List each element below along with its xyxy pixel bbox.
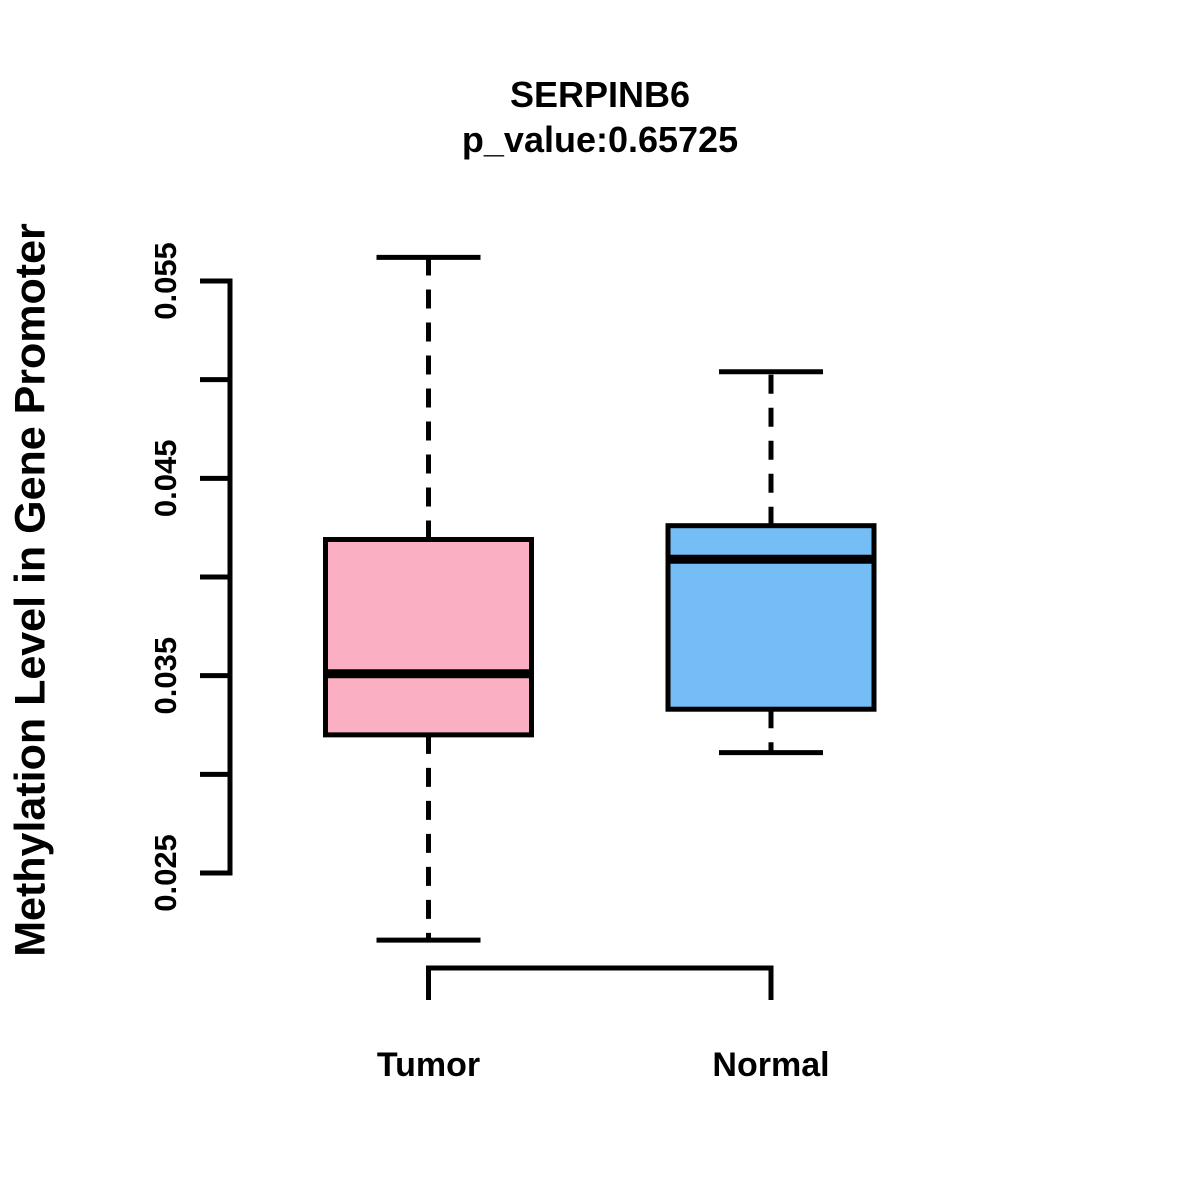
y-axis-tick-label: 0.035 bbox=[148, 637, 183, 715]
chart-title-block: SERPINB6 p_value:0.65725 bbox=[0, 72, 1200, 162]
y-axis-tick-label: 0.045 bbox=[148, 440, 183, 518]
x-axis-bracket bbox=[426, 965, 774, 1000]
tumor-box bbox=[323, 537, 534, 738]
x-category-label-tumor: Tumor bbox=[377, 1046, 480, 1084]
y-axis-tick-label: 0.055 bbox=[148, 242, 183, 320]
chart-title: SERPINB6 bbox=[509, 74, 691, 115]
x-category-label-normal: Normal bbox=[712, 1046, 829, 1084]
normal-box bbox=[665, 523, 877, 712]
chart-subtitle-pvalue: p_value:0.65725 bbox=[461, 119, 739, 160]
y-axis-tick-label: 0.025 bbox=[148, 834, 183, 912]
